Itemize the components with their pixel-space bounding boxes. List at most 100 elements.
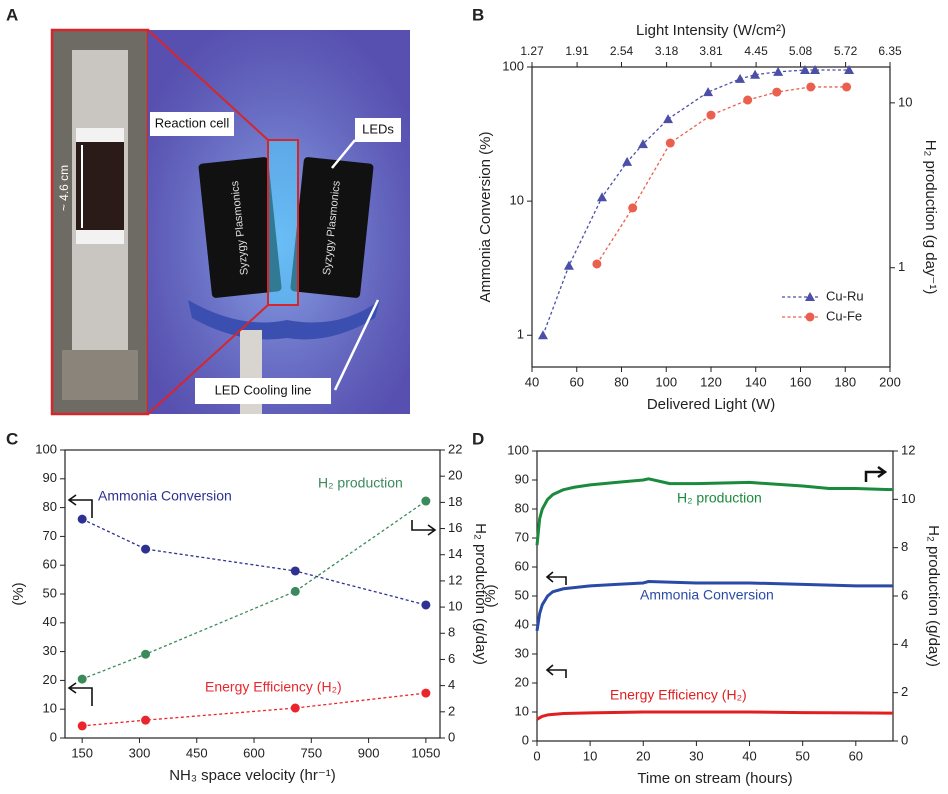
y2-axis-label: H₂ production (g/day)	[472, 523, 489, 665]
series-line	[82, 692, 426, 727]
chart: 0 10 20 30 40 50 60 0 10 20 30 40 50 60 70 80 90 100 0 2 4 6 8…	[482, 442, 942, 787]
series-line	[81, 500, 427, 680]
y-tick-label: 70	[43, 528, 57, 543]
y-tick-label: 10	[510, 193, 524, 208]
legend-marker	[805, 312, 815, 322]
x-tick-label: 150	[71, 745, 93, 760]
zoom-line	[147, 304, 269, 415]
marker	[743, 95, 753, 105]
reaction-cell	[267, 139, 299, 306]
photo-label: LEDs	[362, 121, 394, 136]
led-box	[290, 157, 374, 298]
wool	[76, 230, 124, 244]
y2-tick-label: 6	[901, 587, 908, 602]
marker	[735, 73, 746, 83]
marker	[706, 110, 716, 120]
marker	[141, 715, 151, 725]
series-line	[81, 518, 427, 606]
y-tick-label: 60	[43, 557, 57, 572]
photo: Syzygy Plasmonics Syzygy Plasmonics Reac…	[50, 28, 410, 416]
y2-tick-label: 18	[448, 494, 462, 509]
zoom-line	[147, 29, 269, 141]
y-tick-label: 70	[515, 529, 529, 544]
y2-axis-label: H₂ production (g/day)	[925, 525, 942, 667]
x-tick-label: 300	[129, 745, 151, 760]
axis-arrow	[864, 465, 888, 482]
x-tick-label: 450	[186, 745, 208, 760]
arrows	[67, 465, 888, 706]
y-tick-label: 20	[515, 674, 529, 689]
marker	[141, 649, 151, 659]
series-label: Ammonia Conversion	[640, 587, 774, 603]
label-box	[195, 378, 331, 404]
marker	[844, 64, 855, 74]
marker	[77, 674, 87, 684]
y2-tick-label: 6	[448, 651, 455, 666]
photo-label: Reaction cell	[155, 115, 230, 130]
panel-letter: B	[472, 5, 484, 24]
legend-marker	[805, 292, 815, 301]
y2-tick-label: 16	[448, 520, 462, 535]
y-tick-label: 0	[522, 732, 529, 747]
y2-tick-label: 20	[448, 468, 462, 483]
y-tick-label: 60	[515, 558, 529, 573]
y-tick-label: 10	[43, 701, 57, 716]
x-tick-label: 1050	[411, 745, 440, 760]
marker	[799, 64, 810, 74]
marker	[663, 114, 674, 124]
x2-tick-label: 1.27	[520, 44, 544, 58]
marker	[290, 703, 300, 713]
y-tick-label: 100	[35, 441, 57, 456]
pointer	[331, 139, 356, 169]
y2-tick-label: 4	[901, 636, 908, 651]
axis-arrow	[411, 520, 437, 536]
y-tick-label: 0	[50, 729, 57, 744]
y2-tick-label: 22	[448, 441, 462, 456]
y2-axis-label: H₂ production (g day⁻¹)	[922, 140, 939, 295]
x-tick-label: 10	[583, 748, 597, 763]
axis-arrow	[67, 494, 93, 518]
marker	[77, 514, 87, 524]
y-tick-label: 1	[517, 327, 524, 342]
y-axis-label: (%)	[482, 584, 499, 607]
x-tick-label: 600	[243, 745, 265, 760]
x2-tick-label: 2.54	[610, 44, 634, 58]
x2-axis-label: Light Intensity (W/cm²)	[636, 22, 786, 39]
marker	[750, 69, 761, 79]
led-box	[198, 157, 282, 298]
x-tick-label: 80	[614, 374, 628, 389]
marker	[597, 192, 608, 202]
panel-letter: D	[472, 429, 484, 448]
y2-tick-label: 0	[901, 732, 908, 747]
x-tick-label: 20	[636, 748, 650, 763]
y-tick-label: 40	[43, 614, 57, 629]
chart: 40 60 80 100 120 140 160 180 200 1.27 1.91 2.54 3.18…	[477, 22, 939, 413]
series-label: H₂ production	[677, 490, 762, 506]
series-line	[535, 580, 893, 632]
y-tick-label: 20	[43, 672, 57, 687]
y2-tick-label: 10	[898, 94, 912, 109]
x-tick-label: 200	[879, 374, 901, 389]
photo-label: LED Cooling line	[215, 382, 312, 397]
y2-tick-label: 10	[448, 599, 462, 614]
y-tick-label: 100	[502, 58, 524, 73]
series-label: Energy Efficiency (H₂)	[205, 679, 342, 695]
marker	[628, 203, 638, 213]
y2-tick-label: 12	[901, 442, 915, 457]
marker	[537, 330, 548, 340]
x-tick-label: 120	[700, 374, 722, 389]
x-tick-label: 750	[300, 745, 322, 760]
y-tick-label: 80	[43, 499, 57, 514]
y-tick-label: 90	[43, 470, 57, 485]
scale-label: ~ 4.6 cm	[57, 165, 71, 211]
series-line	[596, 86, 847, 265]
x-axis-label: Delivered Light (W)	[647, 396, 775, 413]
x2-tick-label: 5.08	[789, 44, 813, 58]
panel-letter: A	[6, 5, 18, 24]
marker	[842, 82, 852, 92]
x2-tick-label: 3.81	[699, 44, 723, 58]
y-tick-label: 40	[515, 616, 529, 631]
catalyst	[76, 140, 124, 230]
y-tick-label: 80	[515, 500, 529, 515]
